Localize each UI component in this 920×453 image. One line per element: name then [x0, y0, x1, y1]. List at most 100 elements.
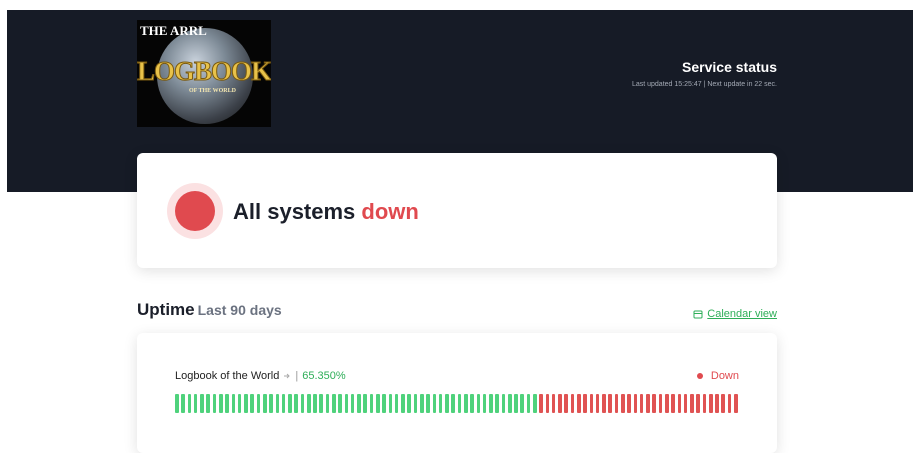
day-bar[interactable]: [571, 394, 575, 413]
day-bar[interactable]: [332, 394, 336, 413]
day-bar[interactable]: [433, 394, 437, 413]
day-bar[interactable]: [483, 394, 487, 413]
day-bar[interactable]: [445, 394, 449, 413]
day-bar[interactable]: [188, 394, 192, 413]
day-bar[interactable]: [338, 394, 342, 413]
day-bar[interactable]: [671, 394, 675, 413]
logo-sub: OF THE WORLD: [189, 88, 236, 94]
day-bar[interactable]: [376, 394, 380, 413]
day-bar[interactable]: [345, 394, 349, 413]
day-bar[interactable]: [250, 394, 254, 413]
day-bar[interactable]: [307, 394, 311, 413]
day-bar[interactable]: [458, 394, 462, 413]
calendar-text[interactable]: Calendar view: [707, 308, 777, 320]
day-bar[interactable]: [451, 394, 455, 413]
day-bar[interactable]: [558, 394, 562, 413]
day-bar[interactable]: [646, 394, 650, 413]
day-bar[interactable]: [640, 394, 644, 413]
day-bar[interactable]: [659, 394, 663, 413]
day-bar[interactable]: [627, 394, 631, 413]
day-bar[interactable]: [583, 394, 587, 413]
day-bar[interactable]: [621, 394, 625, 413]
day-bar[interactable]: [244, 394, 248, 413]
day-bar[interactable]: [288, 394, 292, 413]
day-bar[interactable]: [533, 394, 537, 413]
day-bar[interactable]: [439, 394, 443, 413]
day-bar[interactable]: [181, 394, 185, 413]
day-bar[interactable]: [477, 394, 481, 413]
state-text: Down: [711, 370, 739, 382]
day-bar[interactable]: [232, 394, 236, 413]
day-bar[interactable]: [728, 394, 732, 413]
day-bar[interactable]: [294, 394, 298, 413]
day-bar[interactable]: [401, 394, 405, 413]
day-bar[interactable]: [420, 394, 424, 413]
day-bar[interactable]: [282, 394, 286, 413]
calendar-link[interactable]: Calendar view: [693, 308, 777, 320]
day-bar[interactable]: [508, 394, 512, 413]
day-bar[interactable]: [552, 394, 556, 413]
day-bar[interactable]: [696, 394, 700, 413]
day-bar[interactable]: [238, 394, 242, 413]
day-bar[interactable]: [319, 394, 323, 413]
day-bar[interactable]: [495, 394, 499, 413]
day-bar[interactable]: [709, 394, 713, 413]
day-bar[interactable]: [539, 394, 543, 413]
day-bar[interactable]: [175, 394, 179, 413]
day-bar[interactable]: [464, 394, 468, 413]
day-bar[interactable]: [684, 394, 688, 413]
day-bar[interactable]: [615, 394, 619, 413]
service-row: Logbook of the World | 65.350%: [175, 370, 346, 382]
day-bar[interactable]: [734, 394, 738, 413]
day-bar[interactable]: [326, 394, 330, 413]
logo[interactable]: THE ARRL LOGBOOK OF THE WORLD: [137, 20, 271, 127]
day-bar[interactable]: [665, 394, 669, 413]
day-bar[interactable]: [206, 394, 210, 413]
day-bar[interactable]: [514, 394, 518, 413]
day-bar[interactable]: [389, 394, 393, 413]
day-bar[interactable]: [213, 394, 217, 413]
day-bar[interactable]: [596, 394, 600, 413]
day-bar[interactable]: [520, 394, 524, 413]
last-updated: Last updated 15:25:47 | Next update in 2…: [632, 81, 777, 88]
day-bar[interactable]: [564, 394, 568, 413]
day-bar[interactable]: [527, 394, 531, 413]
day-bar[interactable]: [590, 394, 594, 413]
day-bar[interactable]: [363, 394, 367, 413]
day-bar[interactable]: [470, 394, 474, 413]
uptime-bars: [175, 394, 738, 413]
day-bar[interactable]: [414, 394, 418, 413]
day-bar[interactable]: [546, 394, 550, 413]
day-bar[interactable]: [301, 394, 305, 413]
day-bar[interactable]: [678, 394, 682, 413]
status-card: All systems down: [137, 153, 777, 268]
day-bar[interactable]: [608, 394, 612, 413]
day-bar[interactable]: [602, 394, 606, 413]
service-name[interactable]: Logbook of the World: [175, 370, 279, 382]
day-bar[interactable]: [715, 394, 719, 413]
day-bar[interactable]: [276, 394, 280, 413]
day-bar[interactable]: [225, 394, 229, 413]
day-bar[interactable]: [426, 394, 430, 413]
day-bar[interactable]: [269, 394, 273, 413]
day-bar[interactable]: [219, 394, 223, 413]
day-bar[interactable]: [351, 394, 355, 413]
day-bar[interactable]: [313, 394, 317, 413]
day-bar[interactable]: [357, 394, 361, 413]
day-bar[interactable]: [502, 394, 506, 413]
day-bar[interactable]: [634, 394, 638, 413]
day-bar[interactable]: [577, 394, 581, 413]
day-bar[interactable]: [721, 394, 725, 413]
day-bar[interactable]: [489, 394, 493, 413]
day-bar[interactable]: [200, 394, 204, 413]
day-bar[interactable]: [690, 394, 694, 413]
day-bar[interactable]: [395, 394, 399, 413]
day-bar[interactable]: [382, 394, 386, 413]
day-bar[interactable]: [263, 394, 267, 413]
day-bar[interactable]: [370, 394, 374, 413]
day-bar[interactable]: [652, 394, 656, 413]
day-bar[interactable]: [703, 394, 707, 413]
day-bar[interactable]: [407, 394, 411, 413]
day-bar[interactable]: [257, 394, 261, 413]
day-bar[interactable]: [194, 394, 198, 413]
